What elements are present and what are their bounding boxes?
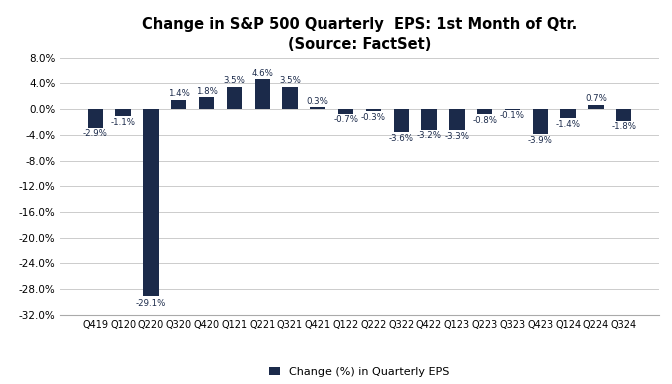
Bar	[421, 109, 437, 130]
Text: -1.8%: -1.8%	[612, 122, 636, 131]
Bar	[449, 109, 464, 130]
Text: -3.3%: -3.3%	[444, 132, 469, 141]
Bar	[394, 109, 409, 132]
Bar	[616, 109, 632, 121]
Text: -0.1%: -0.1%	[500, 111, 525, 120]
Text: 0.7%: 0.7%	[585, 94, 607, 103]
Text: -1.1%: -1.1%	[111, 118, 136, 127]
Text: 0.3%: 0.3%	[307, 96, 329, 106]
Text: 4.6%: 4.6%	[251, 69, 273, 78]
Legend: Change (%) in Quarterly EPS: Change (%) in Quarterly EPS	[265, 362, 454, 381]
Bar	[533, 109, 548, 134]
Bar	[171, 100, 186, 109]
Bar	[310, 107, 325, 109]
Text: -1.4%: -1.4%	[556, 120, 581, 129]
Text: 3.5%: 3.5%	[279, 76, 301, 85]
Bar	[477, 109, 493, 114]
Text: -0.7%: -0.7%	[333, 115, 358, 124]
Bar	[366, 109, 381, 111]
Text: -2.9%: -2.9%	[83, 129, 108, 138]
Bar	[255, 79, 270, 109]
Title: Change in S&P 500 Quarterly  EPS: 1st Month of Qtr.
(Source: FactSet): Change in S&P 500 Quarterly EPS: 1st Mon…	[142, 17, 577, 52]
Bar	[116, 109, 131, 116]
Text: 1.4%: 1.4%	[168, 89, 190, 98]
Text: -3.6%: -3.6%	[388, 134, 414, 143]
Text: -0.3%: -0.3%	[361, 113, 386, 122]
Bar	[199, 98, 214, 109]
Bar	[282, 86, 298, 109]
Text: -0.8%: -0.8%	[472, 116, 497, 125]
Text: -3.9%: -3.9%	[528, 136, 553, 145]
Text: -3.2%: -3.2%	[417, 131, 442, 140]
Text: -29.1%: -29.1%	[136, 299, 166, 308]
Text: 3.5%: 3.5%	[223, 76, 245, 85]
Bar	[226, 86, 242, 109]
Text: 1.8%: 1.8%	[196, 87, 218, 96]
Bar	[338, 109, 353, 114]
Bar	[588, 104, 603, 109]
Bar	[87, 109, 103, 128]
Bar	[560, 109, 576, 118]
Bar	[143, 109, 159, 296]
Bar	[505, 109, 520, 110]
